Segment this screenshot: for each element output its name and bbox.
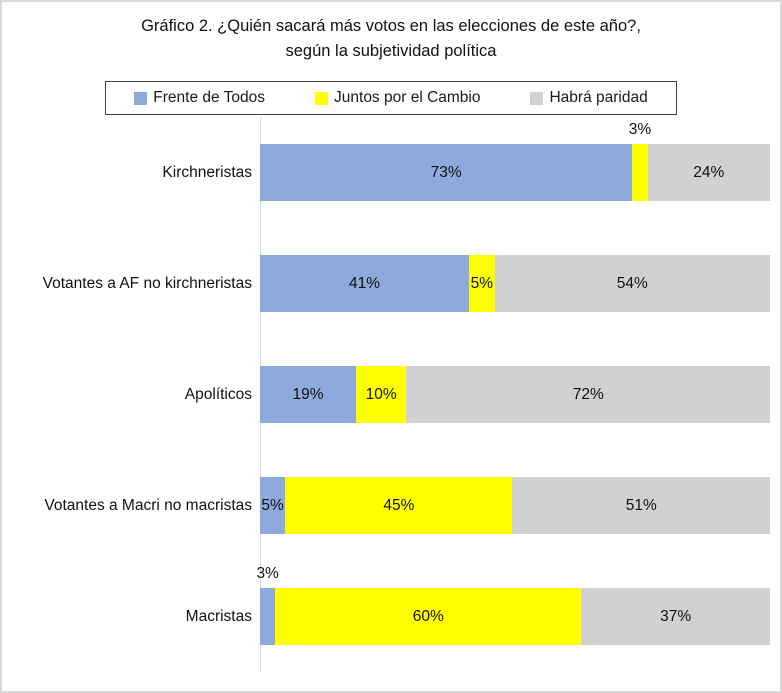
chart-title-line-1: Gráfico 2. ¿Quién sacará más votos en la… (141, 17, 641, 35)
bar-segment: 45% (285, 477, 513, 534)
value-label: 24% (693, 163, 725, 181)
legend-swatch-gray (530, 91, 544, 105)
category-label: Votantes a AF no kirchneristas (42, 274, 252, 292)
bar-segment: 73% (260, 144, 633, 201)
value-label: 54% (616, 274, 648, 292)
chart-title-line-2: según la subjetividad política (285, 42, 497, 60)
plot-area: Kirchneristas 73% 3% 24% Votantes a AF no … (2, 117, 780, 672)
bar-row: Apolíticos 19% 10% 72% (2, 339, 780, 450)
bar-segment: 5% (469, 255, 495, 312)
value-label: 72% (572, 385, 604, 403)
value-label: 3% (256, 565, 279, 582)
bar-row: Macristas 3% 60% 37% (2, 561, 780, 672)
category-label: Votantes a Macri no macristas (44, 496, 252, 514)
bar-row: Kirchneristas 73% 3% 24% (2, 117, 780, 228)
category-label: Apolíticos (184, 385, 252, 403)
legend-label-juntos-por-el-cambio: Juntos por el Cambio (334, 89, 481, 106)
value-label: 73% (430, 163, 462, 181)
bar-segment: 10% (355, 366, 407, 423)
stacked-bar: 19% 10% 72% (260, 366, 770, 423)
value-label: 19% (292, 385, 324, 403)
bar-segment (632, 144, 648, 201)
legend-label-frente-de-todos: Frente de Todos (153, 89, 266, 106)
value-label: 45% (383, 496, 415, 514)
bar-segment: 41% (260, 255, 470, 312)
bar-row: Votantes a AF no kirchneristas 41% 5% 54% (2, 228, 780, 339)
stacked-bar: 41% 5% 54% (260, 255, 770, 312)
bar-segment: 24% (647, 144, 770, 201)
bar-segment: 5% (260, 477, 286, 534)
stacked-bar: 73% 3% 24% (260, 121, 770, 201)
legend-swatch-blue (134, 91, 148, 105)
bar-segment: 72% (406, 366, 770, 423)
stacked-bar: 3% 60% 37% (256, 565, 770, 645)
bar-segment: 54% (494, 255, 770, 312)
legend-item-frente-de-todos: Frente de Todos (134, 89, 265, 107)
value-label: 3% (628, 121, 652, 138)
chart-title: Gráfico 2. ¿Quién sacará más votos en la… (2, 14, 780, 64)
legend-item-juntos-por-el-cambio: Juntos por el Cambio (315, 89, 480, 107)
bar-row: Votantes a Macri no macristas 5% 45% 51% (2, 450, 780, 561)
bar-segment: 19% (260, 366, 356, 423)
value-label: 51% (625, 496, 657, 514)
value-label: 5% (470, 274, 494, 292)
category-label: Kirchneristas (162, 163, 252, 181)
value-label: 10% (365, 385, 397, 403)
legend-swatch-yellow (315, 91, 329, 105)
bar-segment: 60% (275, 588, 582, 645)
value-label: 60% (412, 607, 444, 625)
bar-segment: 51% (512, 477, 771, 534)
legend-item-habra-paridad: Habrá paridad (530, 89, 648, 107)
legend-label-habra-paridad: Habrá paridad (549, 89, 648, 106)
value-label: 41% (349, 274, 381, 292)
bar-segment: 37% (581, 588, 770, 645)
legend: Frente de Todos Juntos por el Cambio Hab… (105, 81, 677, 115)
category-label: Macristas (185, 607, 252, 625)
value-label: 37% (660, 607, 692, 625)
stacked-bar: 5% 45% 51% (260, 477, 771, 534)
bar-segment (260, 588, 276, 645)
value-label: 5% (261, 496, 284, 514)
